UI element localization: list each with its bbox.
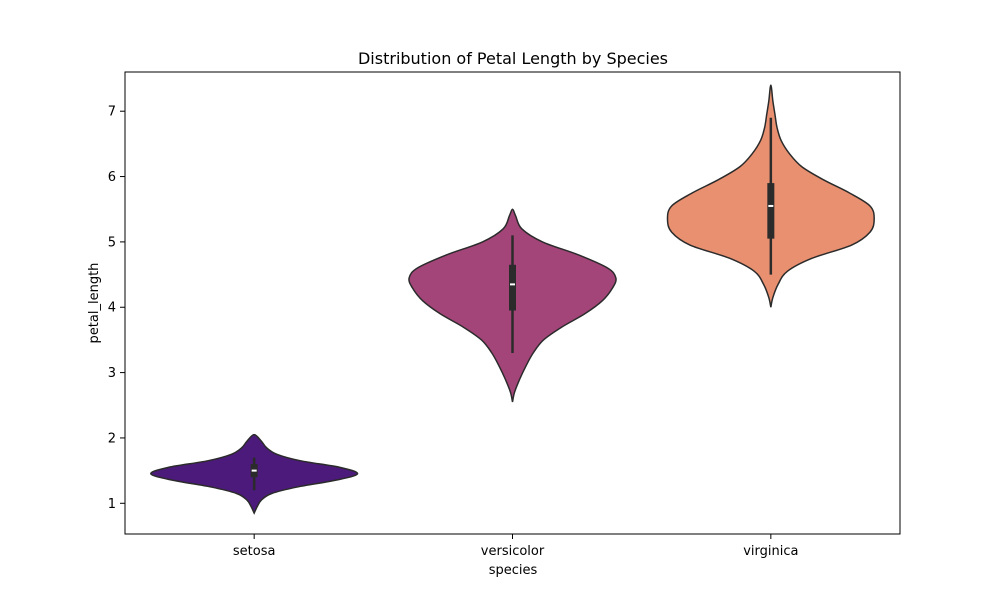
violin-versicolor [408,208,617,403]
y-tick-label: 5 [108,235,116,250]
x-tick-label: setosa [233,544,276,559]
violin-setosa [150,433,359,515]
violin-virginica [666,84,875,308]
y-tick-label: 6 [108,170,116,185]
chart-title: Distribution of Petal Length by Species [358,49,668,68]
y-axis: 1 2 3 4 5 6 7 [108,105,125,512]
y-tick-label: 4 [108,301,116,316]
y-axis-label: petal_length [87,263,102,344]
y-tick-label: 2 [108,431,116,446]
y-tick-label: 1 [108,497,116,512]
y-tick-label: 3 [108,366,116,381]
x-axis: setosa versicolor virginica [233,534,798,559]
violin-iqr-box [509,264,516,311]
x-axis-label: species [489,563,538,578]
x-tick-label: versicolor [481,544,545,559]
violin-iqr-box [767,183,775,239]
y-tick-label: 7 [108,105,116,120]
violins-group [150,84,875,515]
x-tick-label: virginica [743,544,798,559]
